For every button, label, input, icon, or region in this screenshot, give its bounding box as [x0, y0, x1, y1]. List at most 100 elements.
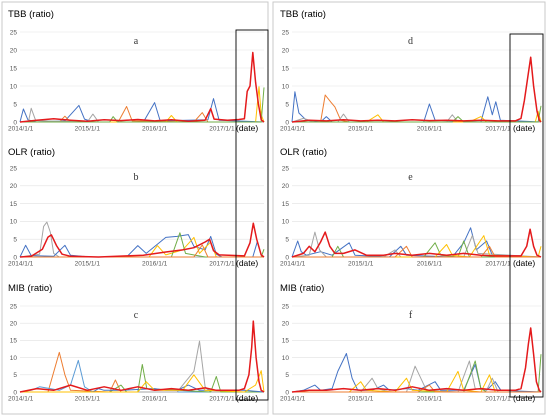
chart-panel-e: OLR (ratio) e 0 5 10 15 20 25 2014/1/1 2015/1/1 20… [280, 147, 542, 268]
series-line-d-0 [291, 91, 542, 123]
series-line-f-4 [292, 384, 541, 393]
panel-letter: d [408, 36, 413, 47]
date-label: (date) [513, 258, 535, 268]
series-line-f-2 [292, 370, 541, 393]
y-tick-label: 15 [282, 338, 290, 345]
y-tick-label: 25 [10, 303, 18, 310]
series-line-e-0 [291, 227, 542, 258]
x-tick-label: 2017/1/1 [485, 126, 511, 133]
series-line-a-4 [20, 87, 265, 123]
series-line-c-0 [20, 351, 264, 393]
y-tick-label: 10 [10, 83, 18, 90]
x-tick-label: 2015/1/1 [75, 261, 101, 268]
y-tick-label: 20 [10, 321, 18, 328]
x-tick-label: 2016/1/1 [417, 261, 443, 268]
series-line-c-5 [20, 370, 265, 393]
right-column-frame [272, 1, 546, 415]
chart-panel-c: MIB (ratio) c 0 5 10 15 20 25 2014/1/1 2015/1/1 20… [8, 283, 265, 403]
panel-title: OLR (ratio) [8, 147, 55, 158]
series-line-d-5 [291, 56, 542, 123]
panel-letter: f [409, 310, 413, 321]
series-line-a-5 [19, 51, 265, 123]
y-tick-label: 15 [10, 201, 18, 208]
date-label: (date) [236, 258, 258, 268]
y-tick-label: 20 [282, 321, 290, 328]
y-tick-label: 15 [10, 65, 18, 72]
y-tick-label: 25 [10, 29, 18, 36]
panel-letter: e [408, 172, 413, 183]
y-tick-label: 10 [282, 83, 290, 90]
y-tick-label: 5 [285, 101, 289, 108]
panel-letter: a [134, 36, 139, 47]
y-tick-label: 15 [282, 201, 290, 208]
series-line-b-4 [20, 244, 264, 258]
y-tick-label: 5 [285, 372, 289, 379]
overlay-group [235, 29, 544, 401]
y-tick-label: 10 [282, 219, 290, 226]
panel-letter: b [134, 172, 139, 183]
highlight-box-right [509, 33, 544, 398]
y-tick-label: 5 [285, 237, 289, 244]
panel-letter: c [134, 310, 139, 321]
panel-title: OLR (ratio) [280, 147, 327, 158]
x-tick-label: 2015/1/1 [348, 126, 374, 133]
x-tick-label: 2017/1/1 [209, 396, 235, 403]
y-tick-label: 5 [13, 372, 17, 379]
x-tick-label: 2017/1/1 [209, 126, 235, 133]
x-tick-label: 2015/1/1 [348, 396, 374, 403]
panel-title: MIB (ratio) [280, 283, 324, 294]
chart-panel-d: TBB (ratio) d 0 5 10 15 20 25 2014/1/1 2015/1/1 20… [280, 9, 542, 133]
y-tick-label: 20 [282, 47, 290, 54]
chart-panel-b: OLR (ratio) b 0 5 10 15 20 25 2014/1/1 2015/1/1 20… [8, 147, 265, 268]
x-tick-label: 2016/1/1 [417, 396, 443, 403]
y-tick-label: 0 [13, 254, 17, 261]
series-line-e-2 [292, 240, 541, 258]
series-line-f-1 [292, 360, 541, 393]
series-line-d-3 [292, 110, 542, 123]
x-tick-label: 2014/1/1 [8, 396, 34, 403]
y-tick-label: 15 [10, 338, 18, 345]
series-line-b-5 [19, 222, 265, 258]
y-tick-label: 25 [282, 29, 290, 36]
x-tick-label: 2014/1/1 [280, 261, 306, 268]
date-label: (date) [513, 123, 535, 133]
date-label: (date) [236, 393, 258, 403]
y-tick-label: 5 [13, 101, 17, 108]
highlight-box-left [235, 29, 269, 401]
series-line-b-0 [19, 221, 264, 258]
x-tick-label: 2017/1/1 [485, 396, 511, 403]
series-line-c-6 [19, 320, 265, 393]
x-tick-label: 2016/1/1 [417, 126, 443, 133]
y-tick-label: 20 [282, 183, 290, 190]
y-tick-label: 20 [10, 183, 18, 190]
x-tick-label: 2014/1/1 [8, 261, 34, 268]
x-tick-label: 2016/1/1 [142, 396, 168, 403]
x-tick-label: 2015/1/1 [75, 126, 101, 133]
x-tick-label: 2016/1/1 [142, 126, 168, 133]
panel-title: TBB (ratio) [280, 9, 326, 20]
y-tick-label: 0 [13, 389, 17, 396]
x-tick-label: 2017/1/1 [485, 261, 511, 268]
x-tick-label: 2015/1/1 [75, 396, 101, 403]
y-tick-label: 0 [285, 389, 289, 396]
panel-title: MIB (ratio) [8, 283, 52, 294]
date-label: (date) [236, 123, 258, 133]
y-tick-label: 25 [282, 165, 290, 172]
y-tick-label: 5 [13, 237, 17, 244]
y-tick-label: 0 [13, 119, 17, 126]
x-tick-label: 2016/1/1 [142, 261, 168, 268]
panels-group: TBB (ratio) a 0 5 10 15 20 25 2014/1/1 2015/1/1 20… [8, 9, 542, 403]
x-tick-label: 2014/1/1 [280, 126, 306, 133]
chart-panel-f: MIB (ratio) f 0 5 10 15 20 25 2014/1/1 2015/1/1 20… [280, 283, 542, 403]
series-line-f-5 [291, 327, 542, 393]
y-tick-label: 25 [10, 165, 18, 172]
date-label: (date) [513, 393, 535, 403]
x-tick-label: 2014/1/1 [8, 126, 34, 133]
y-tick-label: 10 [10, 355, 18, 362]
y-tick-label: 20 [10, 47, 18, 54]
y-tick-label: 0 [285, 119, 289, 126]
x-tick-label: 2014/1/1 [280, 396, 306, 403]
series-line-e-5 [291, 228, 542, 258]
series-line-a-1 [20, 106, 264, 123]
